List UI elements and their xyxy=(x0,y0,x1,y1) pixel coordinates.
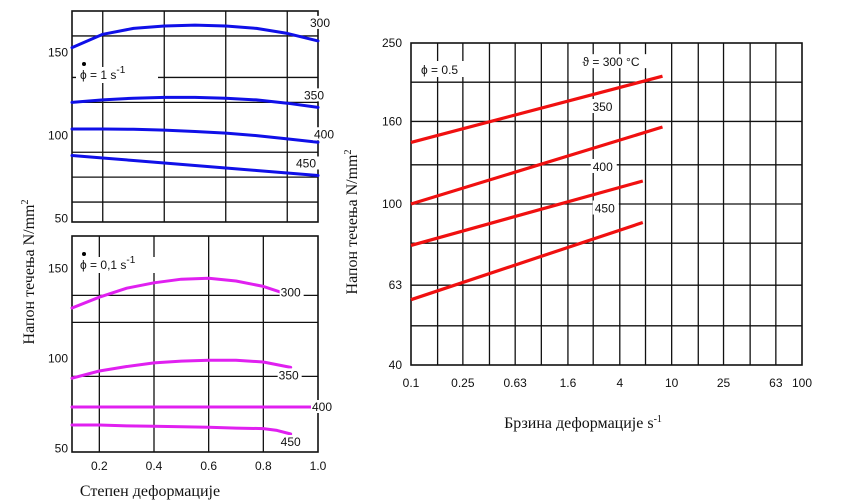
series-line-450 xyxy=(70,423,293,436)
x-tick-label: 1.6 xyxy=(560,376,577,390)
x-tick-label: 0.6 xyxy=(200,459,217,473)
series-label-bg xyxy=(313,127,337,141)
series-label-450: 450 xyxy=(281,435,301,449)
series-label-bg xyxy=(309,15,333,29)
x-tick-label: 10 xyxy=(665,376,679,390)
series-label-bg xyxy=(279,435,304,448)
series-label-bg xyxy=(311,400,335,413)
y-axis-title-left: Напон течења N/mm2 xyxy=(20,200,38,345)
x-tick-label: 0.1 xyxy=(403,376,420,390)
series-label-350: 350 xyxy=(304,88,324,102)
series-line-350 xyxy=(70,95,320,109)
x-tick-label: 25 xyxy=(717,376,731,390)
y-axis-title-right-sup: 2 xyxy=(343,150,354,155)
series-label-bg xyxy=(279,285,304,299)
series-label-400: 400 xyxy=(314,127,334,141)
annotation-bg xyxy=(418,61,482,77)
top-left-chart: 150 100 50 300 350 400 450 ϕ = 1 s-1 xyxy=(48,10,337,226)
bottom-left-chart: 150 100 50 0.2 0.4 0.6 0.8 1.0 300 350 400 450 ϕ = 0… xyxy=(48,235,335,473)
y-tick-label: 50 xyxy=(55,441,69,455)
rate-annotation: ϕ = 1 s-1 xyxy=(80,65,126,82)
series-line-400 xyxy=(410,179,644,247)
y-tick-label: 63 xyxy=(389,278,403,292)
x-tick-label: 100 xyxy=(792,376,812,390)
x-tick-label: 1.0 xyxy=(310,459,327,473)
series-label-bg xyxy=(295,156,319,170)
series-label-bg xyxy=(277,368,302,382)
series-label-bg xyxy=(303,88,327,102)
y-tick-label: 150 xyxy=(48,261,68,275)
series-label-300: 300 xyxy=(281,285,301,299)
series-line-300 xyxy=(70,23,320,50)
x-tick-label: 0.63 xyxy=(504,376,528,390)
series-label-bg xyxy=(592,200,619,215)
right-chart: 250 160 100 63 400.1 0.25 0.63 1.6 4 10 25 63 100 ϑ =… xyxy=(343,36,812,432)
series-label-bg xyxy=(590,158,617,173)
series-line-300 xyxy=(70,276,293,310)
x-tick-label: 63 xyxy=(769,376,783,390)
series-line-450 xyxy=(70,154,320,177)
y-axis-title-right-main: Напон течења N/mm xyxy=(344,154,361,295)
y-axis-title-left-main: Напон течења N/mm xyxy=(21,204,38,345)
x-axis-title-right-sup: -1 xyxy=(654,414,662,425)
rate-annotation-main: ϕ = 0,1 s xyxy=(80,258,126,272)
series-label-300: 300 xyxy=(310,16,330,30)
series-label-450: 450 xyxy=(296,156,316,170)
strain-annotation: ϕ = 0.5 xyxy=(421,63,458,77)
series-label-350: 350 xyxy=(279,368,299,382)
x-tick-label: 4 xyxy=(616,376,623,390)
y-tick-label: 40 xyxy=(389,358,403,372)
rate-annotation-sup: -1 xyxy=(126,255,135,266)
plot-frame xyxy=(71,10,319,223)
y-tick-label: 250 xyxy=(382,36,402,50)
series-line-350 xyxy=(70,358,293,380)
x-tick-label: 0.2 xyxy=(91,459,108,473)
rate-annotation: ϕ = 0,1 s-1 xyxy=(80,255,136,272)
series-label-bg xyxy=(580,54,663,69)
series-label-400: 400 xyxy=(593,160,613,174)
y-axis-title-left-sup: 2 xyxy=(20,200,31,205)
x-axis-title-right-main: Брзина деформације s xyxy=(504,415,654,432)
y-tick-label: 160 xyxy=(382,114,402,128)
y-tick-label: 150 xyxy=(48,46,68,60)
x-axis-title-left: Степен деформације xyxy=(80,483,220,500)
annotation-bg xyxy=(76,257,158,273)
annotation-bg xyxy=(76,67,158,83)
x-tick-label: 0.8 xyxy=(255,459,272,473)
series-line-350 xyxy=(410,125,663,206)
series-label-bg xyxy=(590,98,617,113)
rate-dot-mark xyxy=(82,62,86,66)
series-line-450 xyxy=(410,220,644,302)
series-label-ϑ = 300 °C: ϑ = 300 °C xyxy=(582,55,639,69)
x-tick-label: 0.4 xyxy=(146,459,163,473)
plot-frame xyxy=(71,235,319,453)
x-axis-title-right: Брзина деформације s-1 xyxy=(504,414,662,432)
y-tick-label: 100 xyxy=(48,129,68,143)
rate-annotation-main: ϕ = 1 s xyxy=(80,68,116,82)
rate-dot-mark xyxy=(82,252,86,256)
series-line-400 xyxy=(70,127,320,144)
y-axis-title-right: Напон течења N/mm2 xyxy=(343,150,361,295)
series-label-450: 450 xyxy=(595,202,615,216)
y-tick-label: 50 xyxy=(55,212,69,226)
x-tick-label: 0.25 xyxy=(451,376,475,390)
series-label-350: 350 xyxy=(592,100,612,114)
rate-annotation-sup: -1 xyxy=(116,65,125,76)
y-tick-label: 100 xyxy=(48,351,68,365)
y-tick-label: 100 xyxy=(382,197,402,211)
series-line-ϑ = 300 °C xyxy=(410,74,663,144)
series-label-400: 400 xyxy=(312,400,332,414)
shared-labels: Степен деформације Напон течења N/mm2 xyxy=(20,200,220,500)
